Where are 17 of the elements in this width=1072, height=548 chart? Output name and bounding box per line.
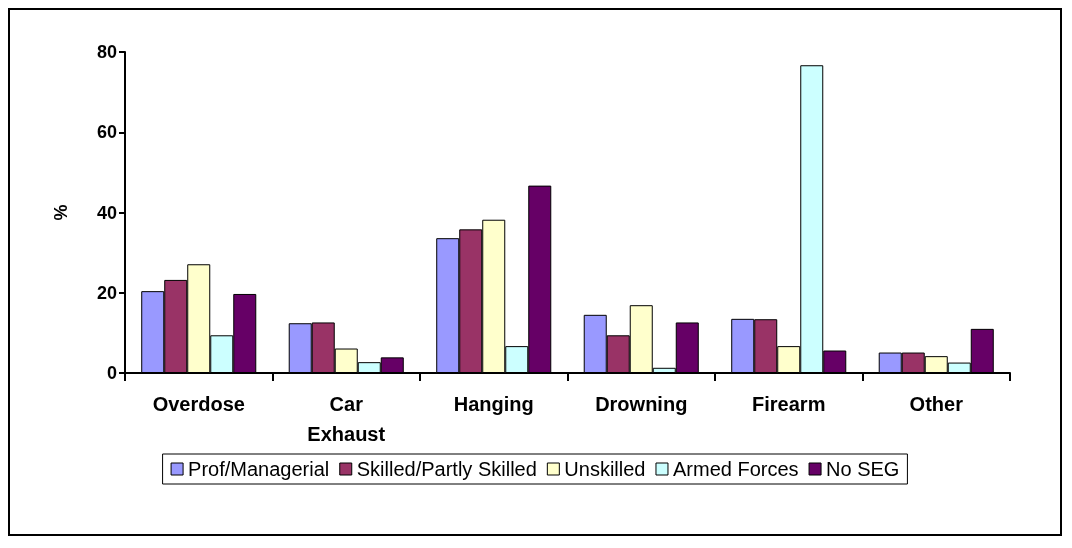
y-axis-title: % (51, 204, 71, 221)
y-tick-label: 20 (96, 282, 117, 303)
y-tick-label: 60 (96, 122, 117, 143)
legend-label: Prof/Managerial (188, 458, 330, 480)
x-tick-label: Car Exhaust (307, 393, 386, 445)
y-tick-label: 80 (96, 42, 117, 62)
legend-label: Skilled/Partly Skilled (356, 458, 537, 480)
x-tick-label: Drowning (595, 393, 688, 415)
x-tick-label: Hanging (453, 393, 534, 415)
x-tick-label: Firearm (752, 393, 826, 415)
y-tick-label: 0 (106, 363, 117, 383)
legend-label: Unskilled (564, 458, 646, 480)
x-tick-label: Other (909, 393, 964, 415)
x-tick-label: Overdose (152, 393, 245, 415)
y-tick-label: 40 (96, 202, 117, 223)
legend-label: No SEG (826, 458, 900, 480)
legend-label: Armed Forces (672, 458, 799, 480)
